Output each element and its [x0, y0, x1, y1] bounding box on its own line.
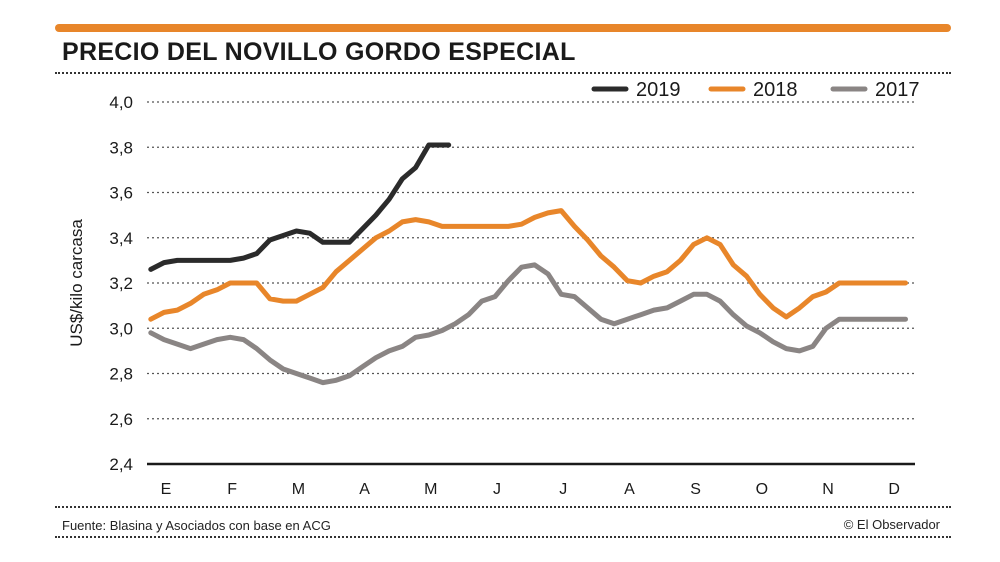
header-accent-bar	[55, 24, 951, 32]
x-tick-label: J	[493, 481, 501, 498]
footer-divider-top	[55, 506, 951, 508]
source-note: Fuente: Blasina y Asociados con base en …	[62, 518, 331, 533]
y-tick-label: 4,0	[109, 93, 133, 112]
x-tick-label: J	[559, 481, 567, 498]
y-tick-label: 3,6	[109, 184, 133, 203]
y-axis-ticks: 2,4 2,6 2,8 3,0 3,2 3,4 3,6 3,8 4,0	[109, 93, 133, 474]
y-tick-label: 3,2	[109, 274, 133, 293]
y-tick-label: 2,4	[109, 455, 133, 474]
x-tick-label: A	[624, 481, 635, 498]
gridlines	[147, 101, 915, 466]
x-tick-label: A	[359, 481, 370, 498]
y-tick-label: 3,4	[109, 229, 133, 248]
footer-divider-bottom	[55, 536, 951, 538]
x-tick-label: O	[756, 481, 768, 498]
y-tick-label: 2,6	[109, 410, 133, 429]
series-lines	[148, 142, 908, 386]
series-line-2019	[148, 142, 452, 272]
y-tick-label: 2,8	[109, 365, 133, 384]
legend-label-2019: 2019	[636, 79, 681, 101]
x-tick-label: M	[424, 481, 437, 498]
legend-label-2017: 2017	[875, 79, 920, 101]
chart-title: PRECIO DEL NOVILLO GORDO ESPECIAL	[62, 38, 576, 66]
legend-label-2018: 2018	[753, 79, 798, 101]
legend: 2019 2018 2017	[591, 79, 920, 101]
y-tick-label: 3,0	[109, 319, 133, 338]
x-tick-label: D	[888, 481, 900, 498]
x-tick-label: M	[292, 481, 305, 498]
x-tick-label: F	[227, 481, 237, 498]
y-tick-label: 3,8	[109, 138, 133, 157]
x-tick-label: S	[690, 481, 701, 498]
series-line-2018	[148, 208, 908, 322]
x-tick-label: N	[822, 481, 834, 498]
header-divider	[55, 72, 951, 74]
series-line-2017	[148, 262, 908, 386]
x-tick-label: E	[161, 481, 172, 498]
publisher-credit: © El Observador	[843, 517, 940, 532]
y-axis-label: US$/kilo carcasa	[67, 219, 86, 347]
